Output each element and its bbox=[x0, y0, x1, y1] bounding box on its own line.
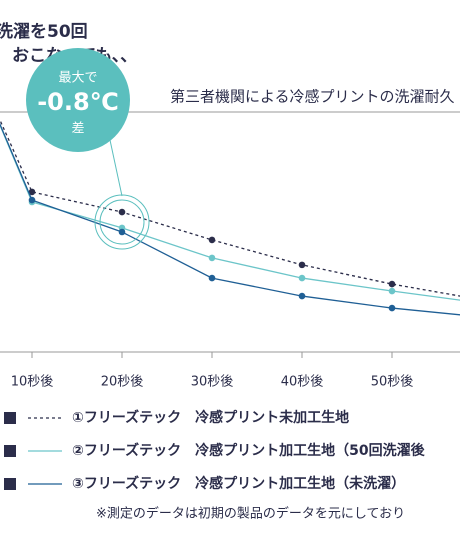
data-point bbox=[388, 304, 396, 312]
legend-marker bbox=[4, 445, 16, 457]
legend-label: ①フリーズテック 冷感プリント未加工生地 bbox=[72, 409, 349, 426]
footnote: ※測定のデータは初期の製品のデータを元にしており bbox=[96, 506, 405, 522]
legend-label: ②フリーズテック 冷感プリント加工生地（50回洗濯後 bbox=[72, 442, 426, 459]
data-point bbox=[28, 188, 36, 196]
data-point bbox=[208, 236, 216, 244]
data-point bbox=[118, 228, 126, 236]
data-point bbox=[298, 274, 306, 282]
x-tick-label: 20秒後 bbox=[101, 375, 144, 390]
annotation-heading: 洗濯を50回 bbox=[0, 21, 88, 42]
callout-ring bbox=[94, 194, 150, 250]
callout-text: 最大で bbox=[58, 71, 97, 86]
callout-value: -0.8℃ bbox=[37, 88, 119, 116]
data-point bbox=[298, 292, 306, 300]
data-point bbox=[208, 254, 216, 262]
data-point bbox=[388, 280, 396, 288]
callout-pointer bbox=[109, 139, 123, 197]
plot-area: 10秒後 20秒後 30秒後 40秒後 50秒後 bbox=[0, 118, 460, 390]
data-point bbox=[208, 274, 216, 282]
legend-marker bbox=[4, 412, 16, 424]
callout-ring bbox=[99, 199, 145, 245]
callout-text: 差 bbox=[71, 122, 84, 137]
x-tick-label: 30秒後 bbox=[191, 375, 234, 390]
data-point bbox=[298, 261, 306, 269]
legend-marker bbox=[4, 478, 16, 490]
x-tick-label: 50秒後 bbox=[371, 375, 414, 390]
data-point bbox=[28, 196, 36, 204]
data-point bbox=[388, 287, 396, 295]
x-tick-label: 40秒後 bbox=[281, 375, 324, 390]
callout-bubble bbox=[26, 48, 130, 152]
legend-label: ③フリーズテック 冷感プリント加工生地（未洗濯） bbox=[72, 475, 405, 492]
chart-title: 第三者機関による冷感プリントの洗濯耐久 bbox=[170, 88, 455, 106]
x-tick-label: 10秒後 bbox=[11, 375, 54, 390]
data-point bbox=[118, 208, 126, 216]
